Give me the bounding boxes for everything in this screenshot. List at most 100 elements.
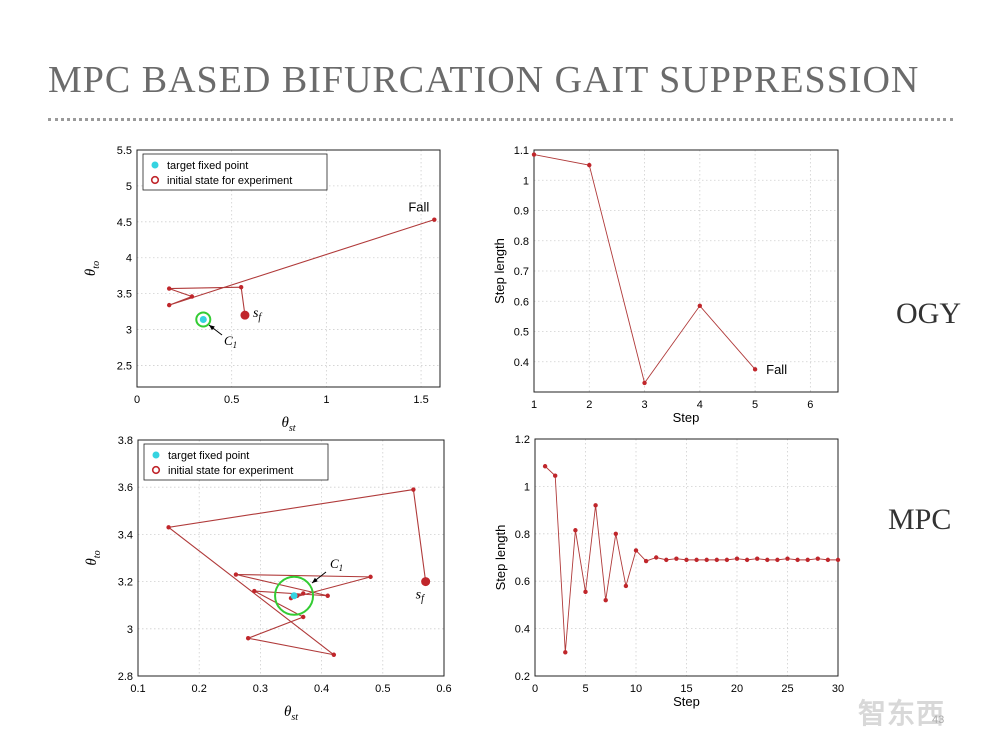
x-tick-label: 0 — [532, 683, 538, 695]
data-point — [166, 525, 171, 530]
x-axis-label: Step — [673, 694, 700, 709]
x-tick-label: 15 — [680, 683, 692, 695]
data-point — [411, 487, 416, 492]
data-point — [744, 557, 750, 563]
sf-label-subscript: f — [421, 594, 425, 605]
c1-arrowhead — [209, 325, 215, 331]
plot-frame — [137, 439, 445, 677]
limit-cycle-c1 — [274, 575, 315, 616]
data-point — [189, 294, 195, 299]
y-tick-label: 4 — [126, 253, 132, 265]
y-tick-label: 5.5 — [117, 145, 132, 157]
data-point — [603, 597, 608, 603]
limit-cycle-c1 — [195, 311, 212, 328]
c1-label-subscript: 1 — [233, 340, 238, 350]
target-fixed-point — [199, 315, 207, 323]
x-tick-label: 0.5 — [375, 683, 390, 695]
y-tick-label: 4.5 — [117, 217, 132, 229]
data-point — [633, 548, 639, 553]
x-tick-label: 20 — [731, 683, 743, 695]
c1-label-subscript: 1 — [339, 563, 344, 573]
data-point — [755, 556, 760, 561]
y-axis-label-subscript: to — [92, 550, 103, 558]
data-point — [785, 556, 790, 561]
legend-entry-target: target fixed point — [168, 450, 249, 462]
mpc-label: MPC — [888, 503, 952, 536]
data-point — [697, 303, 703, 308]
x-tick-label: 0.5 — [224, 394, 239, 406]
y-tick-label: 3 — [127, 624, 133, 636]
legend-entry-target: target fixed point — [167, 160, 248, 172]
x-tick-label: 0 — [134, 394, 140, 406]
y-tick-label: 0.7 — [514, 266, 529, 278]
data-point — [805, 557, 810, 563]
plot-frame — [534, 438, 839, 677]
x-tick-label: 25 — [781, 683, 793, 695]
y-tick-label: 2.5 — [117, 360, 132, 372]
data-point — [613, 531, 618, 536]
y-tick-label: 1.1 — [514, 145, 529, 157]
x-axis-label-subscript: st — [291, 712, 298, 723]
fall-annotation: Fall — [408, 200, 429, 215]
x-tick-label: 5 — [752, 399, 758, 411]
data-point — [775, 557, 780, 563]
x-tick-label: 30 — [832, 683, 844, 695]
x-tick-label: 6 — [807, 399, 813, 411]
data-point — [765, 557, 770, 563]
x-tick-label: 5 — [582, 683, 588, 695]
y-tick-label: 0.9 — [514, 206, 529, 218]
title-divider — [48, 118, 953, 121]
y-axis-label: Step length — [492, 238, 507, 304]
data-point — [553, 473, 558, 478]
data-point — [752, 367, 758, 372]
initial-state-point — [240, 310, 250, 320]
x-tick-label: 10 — [630, 683, 642, 695]
data-point — [684, 557, 689, 563]
data-point — [573, 528, 578, 533]
data-point — [432, 217, 437, 222]
data-point — [835, 557, 841, 563]
fall-annotation: Fall — [766, 362, 787, 377]
data-point — [704, 557, 709, 563]
data-point — [301, 591, 306, 596]
data-point — [233, 572, 239, 577]
data-point — [674, 556, 679, 561]
data-point — [724, 557, 730, 563]
series-line — [168, 219, 435, 316]
data-point — [583, 589, 588, 595]
y-tick-label: 3.8 — [118, 435, 133, 447]
x-tick-label: 0.4 — [314, 683, 329, 695]
plot-frame — [533, 149, 839, 393]
data-point — [734, 556, 740, 561]
x-tick-label: 2 — [586, 399, 592, 411]
ogy-label: OGY — [896, 297, 961, 330]
x-tick-label: 3 — [641, 399, 647, 411]
sf-label: sf — [416, 588, 425, 605]
data-point — [563, 650, 568, 655]
data-point — [623, 583, 629, 589]
y-tick-label: 0.4 — [515, 624, 530, 636]
y-tick-label: 0.2 — [515, 671, 530, 683]
data-point — [694, 557, 699, 563]
y-tick-label: 2.8 — [118, 671, 133, 683]
y-tick-label: 0.8 — [514, 236, 529, 248]
y-tick-label: 3 — [126, 325, 132, 337]
data-point — [593, 503, 598, 508]
data-point — [714, 557, 719, 563]
x-tick-label: 0.6 — [436, 683, 451, 695]
x-tick-label: 0.3 — [253, 683, 268, 695]
data-point — [238, 284, 244, 290]
x-tick-label: 1 — [531, 399, 537, 411]
legend-marker-initial — [150, 175, 160, 185]
x-tick-label: 0.1 — [130, 683, 145, 695]
legend-marker-target — [151, 161, 159, 169]
legend-box — [143, 443, 329, 481]
data-point — [368, 574, 373, 580]
x-axis-label: Step — [673, 410, 700, 425]
c1-arrowhead — [312, 577, 318, 583]
data-point — [643, 558, 649, 564]
y-tick-label: 3.2 — [118, 577, 133, 589]
